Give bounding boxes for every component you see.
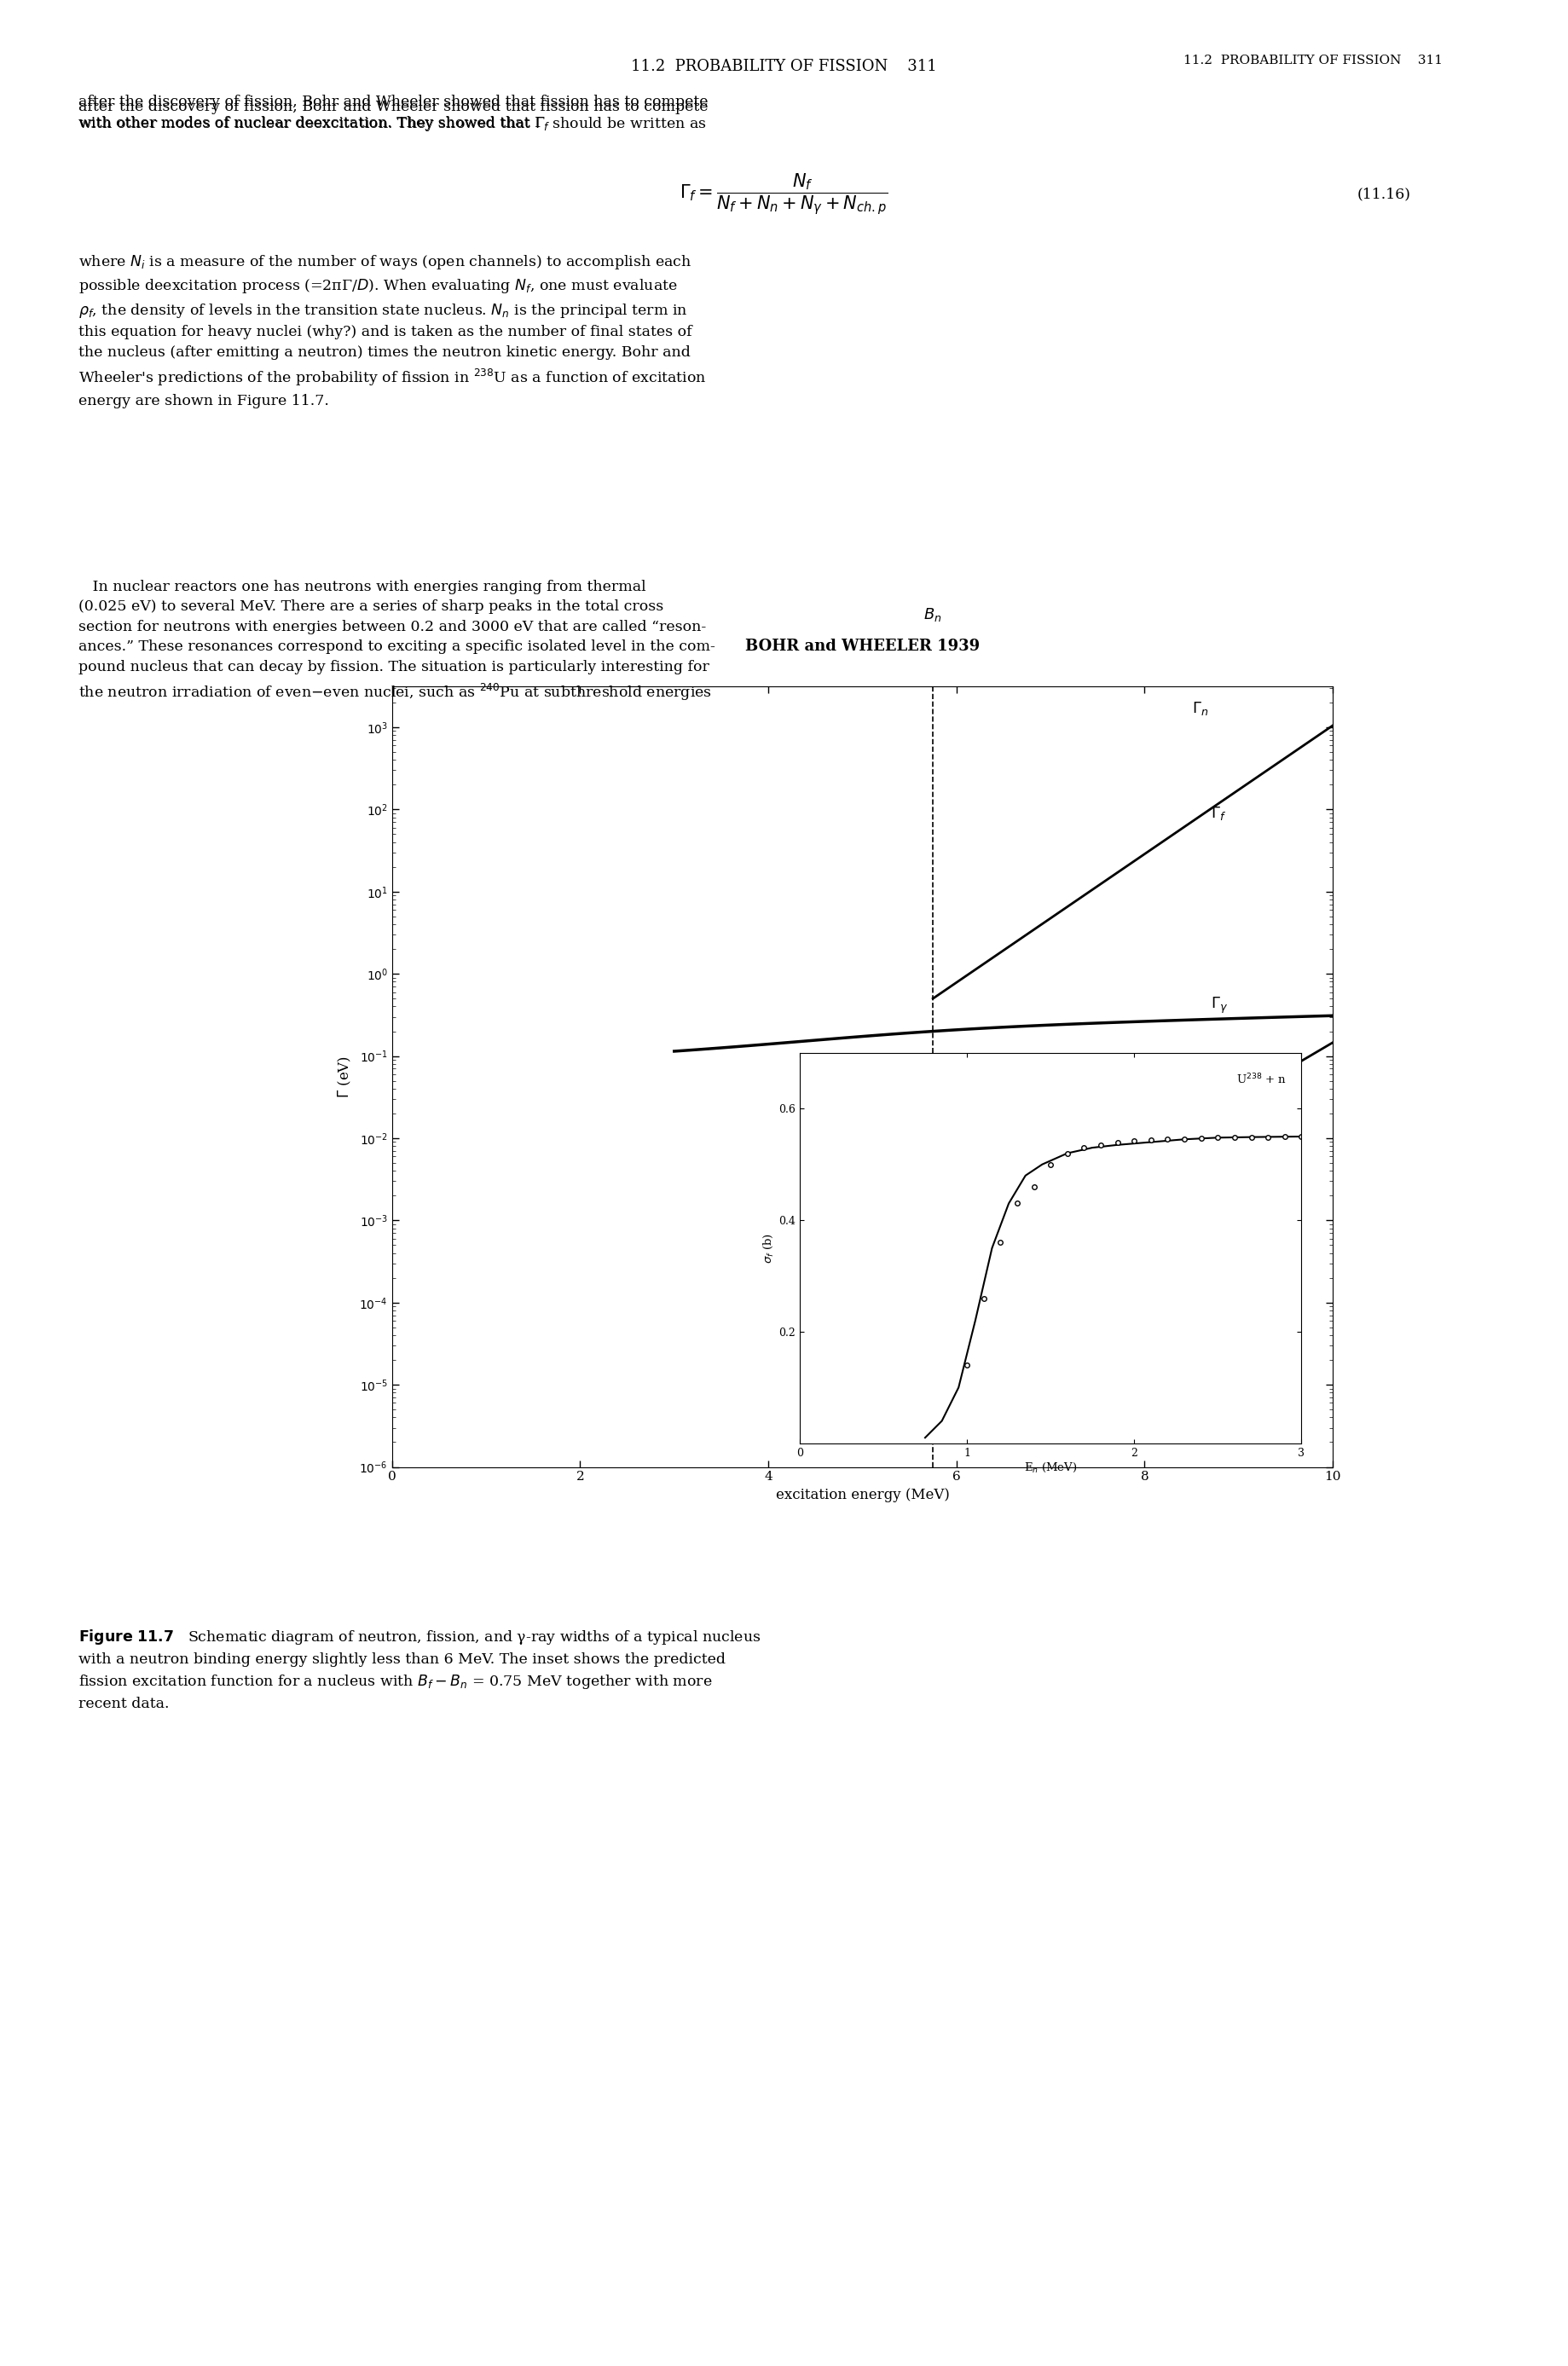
Text: U$^{238}$ + n: U$^{238}$ + n (1236, 1072, 1286, 1086)
Text: where $N_i$ is a measure of the number of ways (open channels) to accomplish eac: where $N_i$ is a measure of the number o… (78, 253, 707, 407)
Text: In nuclear reactors one has neutrons with energies ranging from thermal
(0.025 e: In nuclear reactors one has neutrons wit… (78, 580, 715, 703)
Text: 11.2  PROBABILITY OF FISSION    311: 11.2 PROBABILITY OF FISSION 311 (630, 59, 938, 73)
X-axis label: E$_n$ (MeV): E$_n$ (MeV) (1024, 1460, 1077, 1474)
Y-axis label: $\sigma_f$ (b): $\sigma_f$ (b) (762, 1233, 775, 1263)
Text: after the discovery of fission, Bohr and Wheeler showed that fission has to comp: after the discovery of fission, Bohr and… (78, 99, 709, 130)
Title: BOHR and WHEELER 1939: BOHR and WHEELER 1939 (745, 639, 980, 653)
Text: $\Gamma_f$: $\Gamma_f$ (1210, 804, 1226, 821)
Text: $\Gamma_\gamma$: $\Gamma_\gamma$ (1210, 996, 1228, 1015)
Text: $\mathbf{Figure\ 11.7}$   Schematic diagram of neutron, fission, and γ-ray width: $\mathbf{Figure\ 11.7}$ Schematic diagra… (78, 1628, 760, 1711)
X-axis label: excitation energy (MeV): excitation energy (MeV) (776, 1488, 949, 1502)
Text: 11.2  PROBABILITY OF FISSION    311: 11.2 PROBABILITY OF FISSION 311 (1184, 54, 1443, 66)
Text: (11.16): (11.16) (1358, 187, 1411, 201)
Text: after the discovery of fission, Bohr and Wheeler showed that fission has to comp: after the discovery of fission, Bohr and… (78, 95, 709, 132)
Y-axis label: $\Gamma$ (eV): $\Gamma$ (eV) (337, 1055, 353, 1098)
Text: $\Gamma_f = \dfrac{N_f}{N_f + N_n + N_\gamma + N_{ch.p}}$: $\Gamma_f = \dfrac{N_f}{N_f + N_n + N_\g… (681, 170, 887, 218)
Text: $B_n$: $B_n$ (924, 606, 942, 625)
Text: $\Gamma_n$: $\Gamma_n$ (1192, 700, 1209, 717)
